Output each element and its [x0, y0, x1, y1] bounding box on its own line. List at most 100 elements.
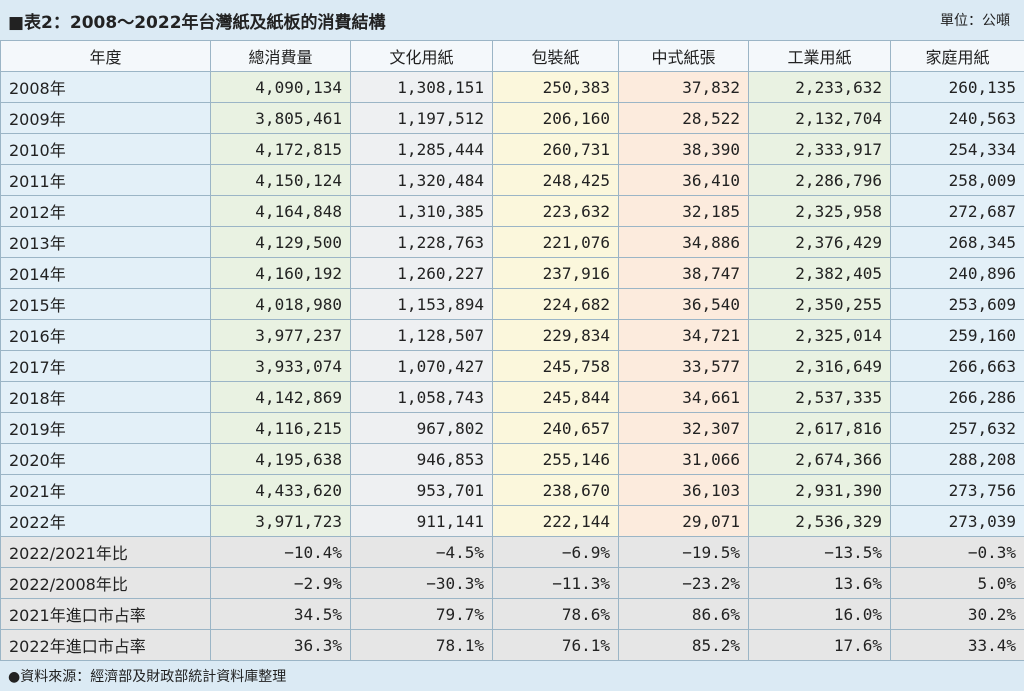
cell: 946,853	[350, 443, 493, 475]
row: 2015年 4,018,980 1,153,894 224,682 36,540 2,35…	[0, 288, 1024, 320]
cell: 1,197,512	[350, 102, 493, 134]
cell: 2,537,335	[748, 381, 891, 413]
row: 2012年 4,164,848 1,310,385 223,632 32,185 2,32…	[0, 195, 1024, 227]
cell: 2021年	[0, 474, 211, 506]
header-row: 年度 總消費量 文化用紙 包裝紙 中式紙張 工業用紙 家庭用紙	[0, 40, 1024, 72]
cell: 5.0%	[890, 567, 1024, 599]
cell: 2019年	[0, 412, 211, 444]
cell: 2,316,649	[748, 350, 891, 382]
cell: 28,522	[618, 102, 749, 134]
cell: 2,617,816	[748, 412, 891, 444]
column-header: 年度	[0, 40, 211, 72]
column-header: 家庭用紙	[890, 40, 1024, 72]
cell: 240,657	[492, 412, 619, 444]
cell: 254,334	[890, 133, 1024, 165]
cell: 3,977,237	[210, 319, 351, 351]
cell: 2,350,255	[748, 288, 891, 320]
cell: 16.0%	[748, 598, 891, 630]
cell: 36,103	[618, 474, 749, 506]
cell: 1,285,444	[350, 133, 493, 165]
cell: 223,632	[492, 195, 619, 227]
cell: 2009年	[0, 102, 211, 134]
cell: −6.9%	[492, 536, 619, 568]
cell: 258,009	[890, 164, 1024, 196]
cell: 4,150,124	[210, 164, 351, 196]
cell: 250,383	[492, 71, 619, 103]
cell: 4,116,215	[210, 412, 351, 444]
cell: 4,160,192	[210, 257, 351, 289]
cell: 30.2%	[890, 598, 1024, 630]
cell: 38,390	[618, 133, 749, 165]
cell: 255,146	[492, 443, 619, 475]
cell: 4,164,848	[210, 195, 351, 227]
cell: 4,195,638	[210, 443, 351, 475]
cell: 248,425	[492, 164, 619, 196]
cell: −30.3%	[350, 567, 493, 599]
cell: 36,410	[618, 164, 749, 196]
cell: 266,286	[890, 381, 1024, 413]
cell: 245,758	[492, 350, 619, 382]
cell: 86.6%	[618, 598, 749, 630]
cell: 4,090,134	[210, 71, 351, 103]
cell: 4,018,980	[210, 288, 351, 320]
cell: 38,747	[618, 257, 749, 289]
column-header: 包裝紙	[492, 40, 619, 72]
cell: 240,563	[890, 102, 1024, 134]
cell: 967,802	[350, 412, 493, 444]
cell: 260,135	[890, 71, 1024, 103]
cell: 3,805,461	[210, 102, 351, 134]
cell: 240,896	[890, 257, 1024, 289]
cell: 259,160	[890, 319, 1024, 351]
cell: 237,916	[492, 257, 619, 289]
cell: 2022年進口市占率	[0, 629, 211, 661]
cell: 272,687	[890, 195, 1024, 227]
unit: 單位：公噸	[940, 13, 1010, 29]
cell: 1,260,227	[350, 257, 493, 289]
cell: 2015年	[0, 288, 211, 320]
cell: 3,971,723	[210, 505, 351, 537]
cell: 2,132,704	[748, 102, 891, 134]
cell: 2013年	[0, 226, 211, 258]
cell: 34,886	[618, 226, 749, 258]
cell: 34,721	[618, 319, 749, 351]
cell: 238,670	[492, 474, 619, 506]
cell: 17.6%	[748, 629, 891, 661]
cell: 911,141	[350, 505, 493, 537]
row: 2010年 4,172,815 1,285,444 260,731 38,390 2,33…	[0, 133, 1024, 165]
cell: 2022/2021年比	[0, 536, 211, 568]
cell: 1,153,894	[350, 288, 493, 320]
cell: 4,172,815	[210, 133, 351, 165]
cell: 1,058,743	[350, 381, 493, 413]
cell: 2,286,796	[748, 164, 891, 196]
row: 2014年 4,160,192 1,260,227 237,916 38,747 2,38…	[0, 257, 1024, 289]
row: 2008年 4,090,134 1,308,151 250,383 37,832 2,23…	[0, 71, 1024, 103]
cell: 229,834	[492, 319, 619, 351]
row: 2022年進口市占率 36.3% 78.1% 76.1% 85.2% 17.6% 33.4%	[0, 629, 1024, 661]
cell: 1,070,427	[350, 350, 493, 382]
row: 2016年 3,977,237 1,128,507 229,834 34,721 2,32…	[0, 319, 1024, 351]
cell: 260,731	[492, 133, 619, 165]
cell: 76.1%	[492, 629, 619, 661]
cell: 4,129,500	[210, 226, 351, 258]
cell: 2011年	[0, 164, 211, 196]
cell: 2016年	[0, 319, 211, 351]
cell: 953,701	[350, 474, 493, 506]
cell: 1,308,151	[350, 71, 493, 103]
cell: 2014年	[0, 257, 211, 289]
cell: 34.5%	[210, 598, 351, 630]
cell: 13.6%	[748, 567, 891, 599]
cell: 2020年	[0, 443, 211, 475]
cell: 34,661	[618, 381, 749, 413]
cell: 33.4%	[890, 629, 1024, 661]
cell: 257,632	[890, 412, 1024, 444]
cell: 29,071	[618, 505, 749, 537]
cell: 78.6%	[492, 598, 619, 630]
cell: 266,663	[890, 350, 1024, 382]
cell: 36.3%	[210, 629, 351, 661]
row: 2022年 3,971,723 911,141 222,144 29,071 2,536,…	[0, 505, 1024, 537]
cell: 245,844	[492, 381, 619, 413]
row: 2009年 3,805,461 1,197,512 206,160 28,522 2,13…	[0, 102, 1024, 134]
cell: 79.7%	[350, 598, 493, 630]
cell: 2,376,429	[748, 226, 891, 258]
header: ■表2：2008～2022年台灣紙及紙板的消費結構 單位：公噸	[0, 0, 1024, 40]
